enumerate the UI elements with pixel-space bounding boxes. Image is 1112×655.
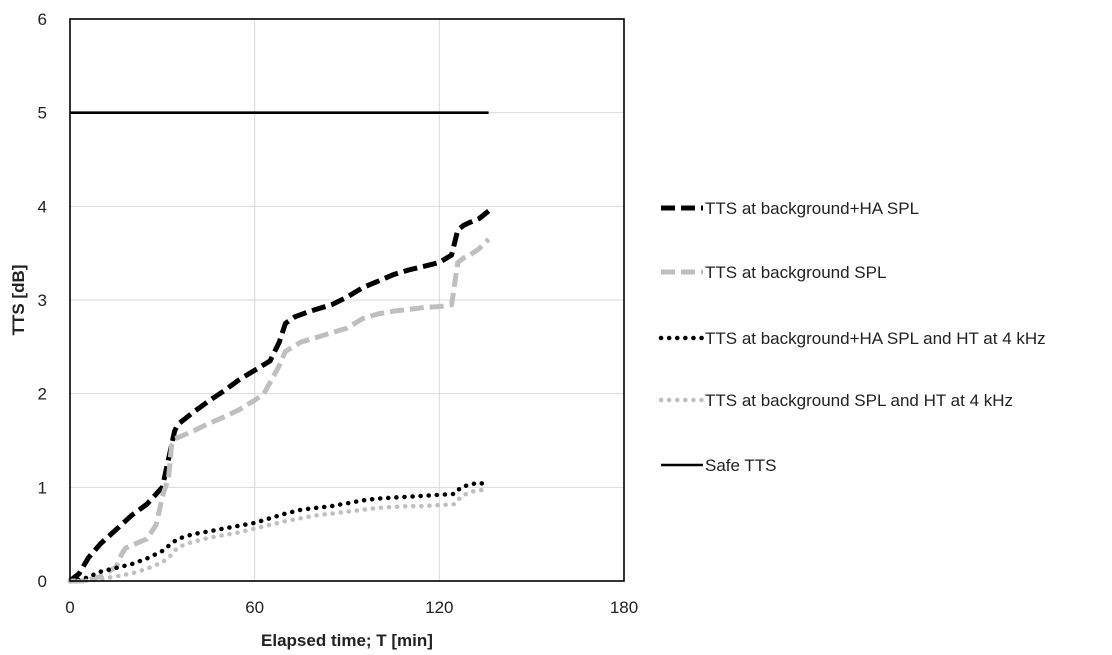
x-tick-label: 0 (65, 598, 74, 617)
y-tick-label: 0 (38, 572, 47, 591)
legend-label-3: TTS at background+HA SPL and HT at 4 kHz (705, 329, 1046, 348)
legend-label-2: TTS at background SPL (705, 263, 886, 282)
series-line-1 (68, 209, 491, 583)
x-tick-label: 180 (610, 598, 638, 617)
x-tick-label: 120 (425, 598, 453, 617)
y-axis-title: TTS [dB] (9, 265, 28, 336)
y-tick-label: 2 (38, 385, 47, 404)
y-tick-label: 3 (38, 291, 47, 310)
legend: TTS at background+HA SPL TTS at backgroun… (658, 199, 1046, 475)
gridlines (69, 18, 625, 582)
y-tick-label: 6 (38, 10, 47, 29)
y-tick-label: 4 (38, 197, 47, 216)
legend-label-4: TTS at background SPL and HT at 4 kHz (705, 391, 1013, 410)
x-tick-label: 60 (245, 598, 264, 617)
legend-label-5: Safe TTS (705, 456, 777, 475)
y-tick-label: 1 (38, 478, 47, 497)
series-line-3 (67, 480, 491, 584)
series-line-2 (70, 237, 491, 584)
y-tick-label: 5 (38, 104, 47, 123)
plot-area-border (69, 18, 625, 582)
series-line-4 (67, 487, 491, 584)
series-lines (67, 111, 491, 584)
x-axis-title: Elapsed time; T [min] (261, 631, 433, 650)
legend-label-1: TTS at background+HA SPL (705, 199, 919, 218)
